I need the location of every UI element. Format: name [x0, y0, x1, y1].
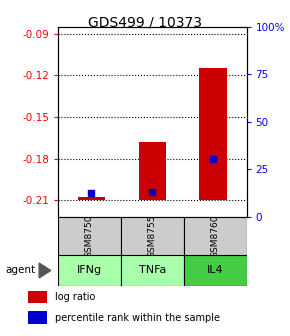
Text: IL4: IL4: [207, 265, 223, 276]
Text: agent: agent: [6, 265, 36, 276]
Bar: [78, 197, 105, 200]
Bar: [28, 291, 46, 303]
Bar: [58, 217, 121, 255]
Bar: [58, 255, 121, 286]
Text: IFNg: IFNg: [77, 265, 102, 276]
Bar: [121, 217, 184, 255]
Bar: [184, 217, 246, 255]
Polygon shape: [39, 263, 51, 278]
Text: GSM8755: GSM8755: [148, 214, 157, 258]
Bar: [121, 255, 184, 286]
Bar: [200, 69, 227, 200]
Text: GSM8750: GSM8750: [85, 214, 94, 258]
Bar: [184, 255, 246, 286]
Bar: [28, 311, 46, 324]
Text: percentile rank within the sample: percentile rank within the sample: [55, 312, 220, 323]
Text: log ratio: log ratio: [55, 292, 95, 302]
Text: GSM8760: GSM8760: [211, 214, 220, 258]
Bar: [139, 142, 166, 200]
Text: GDS499 / 10373: GDS499 / 10373: [88, 15, 202, 29]
Text: TNFa: TNFa: [139, 265, 166, 276]
